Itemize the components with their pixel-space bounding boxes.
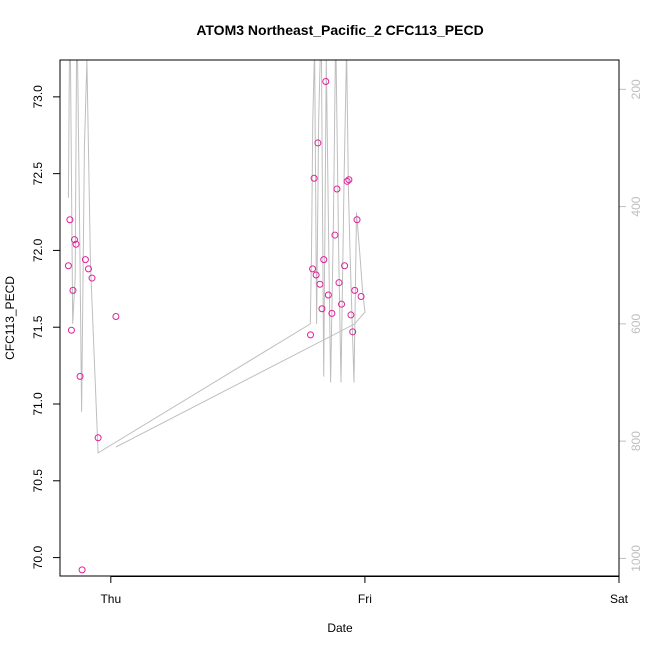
data-point: [84, 265, 92, 273]
x-tick-label: Fri: [358, 592, 372, 606]
y-tick-label: 71.0: [31, 392, 45, 416]
data-point: [357, 293, 365, 300]
data-point: [112, 312, 120, 320]
data-point: [335, 279, 343, 287]
data-point: [347, 311, 355, 319]
plot-frame: [59, 59, 620, 577]
data-point: [345, 176, 353, 184]
points-layer: [64, 78, 365, 574]
data-point: [349, 328, 357, 336]
x-tick-label: Thu: [100, 592, 121, 606]
y2-tick-label: 800: [629, 431, 643, 451]
data-point: [64, 262, 72, 270]
data-point: [322, 78, 330, 85]
data-point: [320, 256, 328, 264]
data-point: [94, 434, 102, 442]
data-point: [314, 139, 322, 147]
y2-tick-label: 600: [629, 314, 643, 334]
y2-tick-label: 1000: [629, 545, 643, 572]
data-point: [66, 216, 74, 224]
data-point: [309, 265, 317, 273]
data-point: [318, 305, 326, 313]
data-point: [72, 240, 80, 248]
chart-title: ATOM3 Northeast_Pacific_2 CFC113_PECD: [196, 22, 483, 38]
data-point: [76, 372, 84, 380]
data-point: [343, 177, 351, 185]
y-tick-label: 72.5: [31, 162, 45, 186]
y-tick-label: 70.5: [31, 469, 45, 493]
data-point: [78, 566, 86, 574]
data-point: [328, 309, 336, 317]
x-axis-label: Date: [327, 621, 353, 635]
data-point: [312, 271, 320, 279]
y-axis-label: CFC113_PECD: [3, 276, 17, 360]
data-point: [88, 274, 96, 282]
secondary-series-line: [67, 60, 366, 454]
data-point: [338, 300, 346, 308]
secondary-line-layer: [67, 60, 366, 454]
y-tick-label: 71.5: [31, 315, 45, 339]
data-point: [324, 291, 332, 299]
y-tick-label: 73.0: [31, 85, 45, 109]
data-point: [307, 331, 315, 339]
data-point: [310, 174, 318, 182]
x-tick-label: Sat: [610, 592, 629, 606]
data-point: [353, 216, 361, 224]
data-point: [69, 286, 77, 294]
data-point: [351, 286, 359, 294]
data-point: [81, 256, 89, 264]
data-point: [333, 185, 341, 193]
data-point: [341, 262, 349, 270]
data-point: [316, 280, 324, 288]
y2-tick-label: 200: [629, 79, 643, 99]
y2-tick-label: 400: [629, 196, 643, 216]
y-tick-label: 72.0: [31, 238, 45, 262]
data-point: [67, 326, 75, 334]
data-point: [331, 231, 339, 239]
data-point: [70, 236, 78, 244]
y-tick-label: 70.0: [31, 546, 45, 570]
